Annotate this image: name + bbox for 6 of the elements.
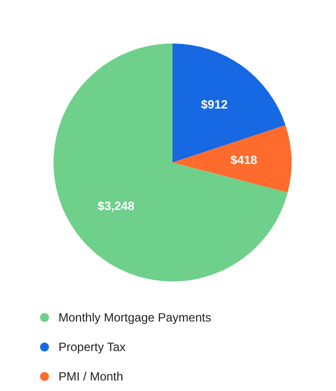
data-label: $3,248 (98, 199, 135, 214)
legend-label: Monthly Mortgage Payments (58, 310, 212, 324)
legend-label: PMI / Month (58, 370, 124, 384)
data-label: $912 (200, 98, 228, 112)
data-label: $418 (230, 153, 258, 168)
legend-label: Property Tax (58, 340, 126, 354)
